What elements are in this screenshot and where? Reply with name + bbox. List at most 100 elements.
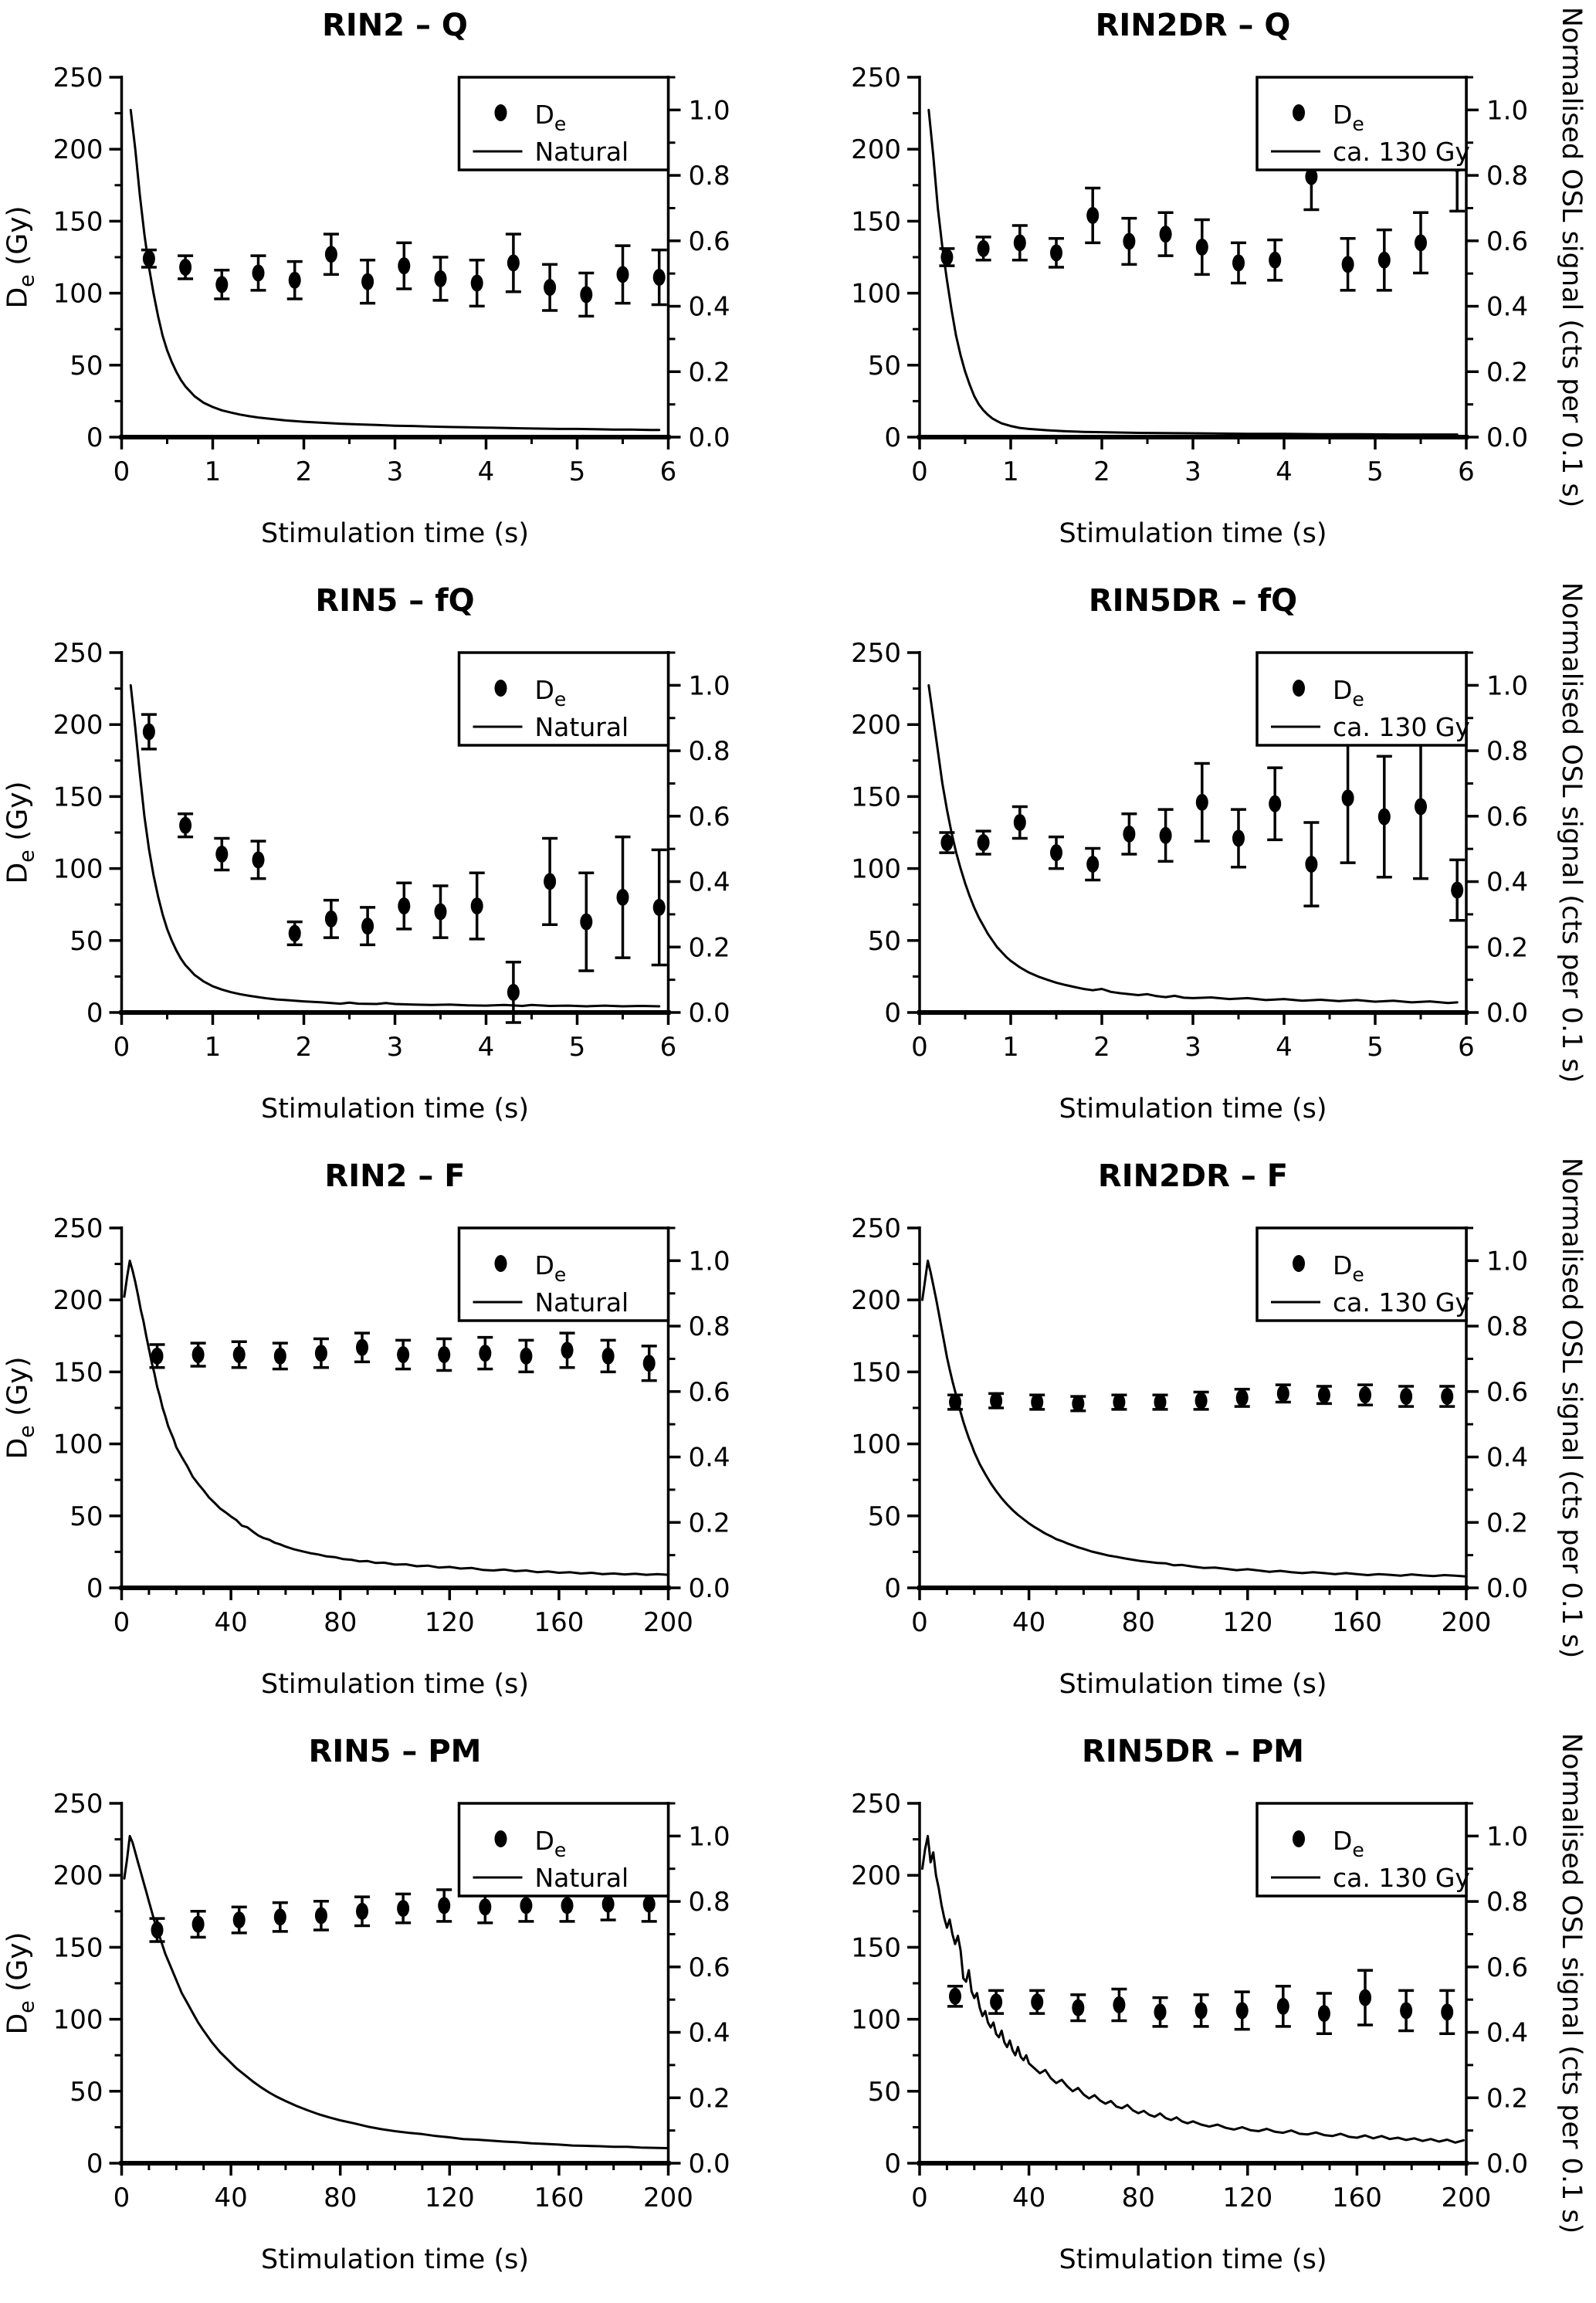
x-tick-label: 0	[114, 1032, 130, 1063]
de-marker	[1341, 789, 1354, 807]
x-tick-label: 2	[1093, 456, 1110, 487]
de-marker	[288, 924, 301, 942]
de-point	[975, 829, 991, 856]
de-point	[1357, 1969, 1374, 2027]
de-marker	[616, 266, 629, 283]
y-left-tick-label: 200	[53, 710, 103, 741]
de-point	[396, 241, 412, 290]
de-point	[286, 920, 303, 947]
legend-box	[457, 1226, 670, 1322]
de-marker	[215, 845, 229, 863]
x-tick-label: 80	[324, 2183, 357, 2213]
de-marker	[1113, 1393, 1126, 1411]
y-right-tick-label: 0.0	[689, 422, 730, 453]
de-marker	[215, 276, 229, 293]
x-tick-label: 80	[1122, 1607, 1155, 1638]
axis-y-left: 0 50 100 150 200 250	[851, 1789, 920, 2179]
de-marker	[398, 257, 411, 275]
de-marker	[398, 897, 411, 915]
y-right-tick-label: 0.4	[689, 292, 730, 323]
x-tick-label: 4	[478, 456, 495, 487]
de-point	[1413, 211, 1428, 275]
y-right-tick-label: 0.4	[689, 2018, 730, 2049]
de-point	[1152, 1393, 1168, 1411]
axis-x: 0 1 2 3 4 5 6	[114, 437, 676, 487]
legend-line-label: Natural	[535, 1287, 629, 1318]
decay-curve	[921, 1834, 1465, 2144]
legend-point-marker	[494, 1255, 507, 1272]
de-point	[190, 1341, 206, 1368]
de-marker	[1154, 2003, 1167, 2021]
x-tick-label: 3	[1184, 456, 1201, 487]
de-marker	[1194, 1392, 1208, 1409]
y-right-tick-label: 0.4	[689, 1443, 730, 1474]
de-point	[578, 271, 595, 318]
de-point	[323, 898, 339, 939]
y-left-tick-label: 100	[53, 2005, 103, 2036]
de-point	[1029, 1393, 1045, 1411]
de-marker	[544, 279, 557, 297]
y-right-tick-label: 0.2	[1486, 932, 1528, 963]
de-marker	[1072, 1999, 1085, 2016]
de-marker	[652, 898, 666, 916]
y-left-tick-label: 200	[53, 134, 103, 165]
de-point	[1234, 1388, 1250, 1408]
de-points	[149, 1331, 657, 1382]
y-left-tick-label: 0	[86, 2149, 103, 2179]
y-right-tick-label: 0.2	[689, 357, 730, 388]
de-marker	[1400, 1388, 1413, 1406]
x-tick-label: 3	[387, 456, 404, 487]
de-marker	[191, 1346, 205, 1364]
de-marker	[142, 723, 155, 741]
axis-x: 0 1 2 3 4 5 6	[911, 437, 1475, 487]
y-left-tick-label: 0	[884, 998, 901, 1029]
de-marker	[1072, 1395, 1085, 1413]
de-marker	[1441, 2003, 1454, 2021]
axis-x: 0 40 80 120 160 200	[114, 2163, 693, 2213]
legend-point-label: De	[535, 675, 567, 711]
x-tick-label: 2	[296, 456, 313, 487]
de-point	[432, 884, 449, 939]
de-point	[323, 232, 339, 276]
panel-title: RIN5 – PM	[309, 1734, 482, 1769]
y-left-tick-label: 100	[851, 2005, 901, 2036]
de-marker	[324, 246, 337, 263]
de-marker	[940, 249, 954, 266]
de-marker	[520, 1347, 533, 1365]
y-right-tick-label: 1.0	[689, 670, 730, 701]
de-point	[1449, 858, 1466, 922]
de-marker	[990, 1392, 1003, 1409]
x-tick-label: 1	[205, 1032, 222, 1063]
y-axis-label-left: De (Gy)	[2, 1932, 39, 2034]
x-tick-label: 40	[214, 2183, 247, 2213]
x-tick-label: 120	[425, 1607, 475, 1638]
y-left-tick-label: 50	[69, 351, 103, 382]
legend-box	[1255, 651, 1468, 747]
y-left-tick-label: 250	[53, 63, 103, 93]
x-tick-label: 40	[214, 1607, 247, 1638]
de-point	[436, 1337, 452, 1372]
de-marker	[580, 286, 593, 304]
de-marker	[397, 1346, 410, 1364]
de-point	[178, 812, 194, 839]
de-marker	[977, 239, 990, 257]
x-tick-label: 160	[534, 2183, 584, 2213]
de-marker	[288, 271, 301, 289]
y-axis-label-right: Normalised OSL signal (cts per 0.1 s)	[1556, 582, 1587, 1083]
de-point	[178, 254, 194, 280]
de-marker	[1400, 2002, 1413, 2020]
y-axis-label-left: De (Gy)	[2, 205, 39, 308]
y-right-tick-label: 0.6	[1486, 1377, 1528, 1408]
y-axis-label-right: Normalised OSL signal (cts per 0.1 s)	[1556, 1733, 1587, 2233]
y-left-tick-label: 250	[851, 1789, 901, 1820]
panel-title: RIN2 – Q	[322, 8, 468, 43]
y-right-tick-label: 0.6	[1486, 226, 1528, 257]
y-right-tick-label: 0.8	[689, 736, 730, 767]
de-point	[250, 254, 266, 292]
axis-y-left: 0 50 100 150 200 250	[53, 63, 122, 453]
y-left-tick-label: 0	[884, 422, 901, 453]
de-marker	[470, 897, 483, 915]
